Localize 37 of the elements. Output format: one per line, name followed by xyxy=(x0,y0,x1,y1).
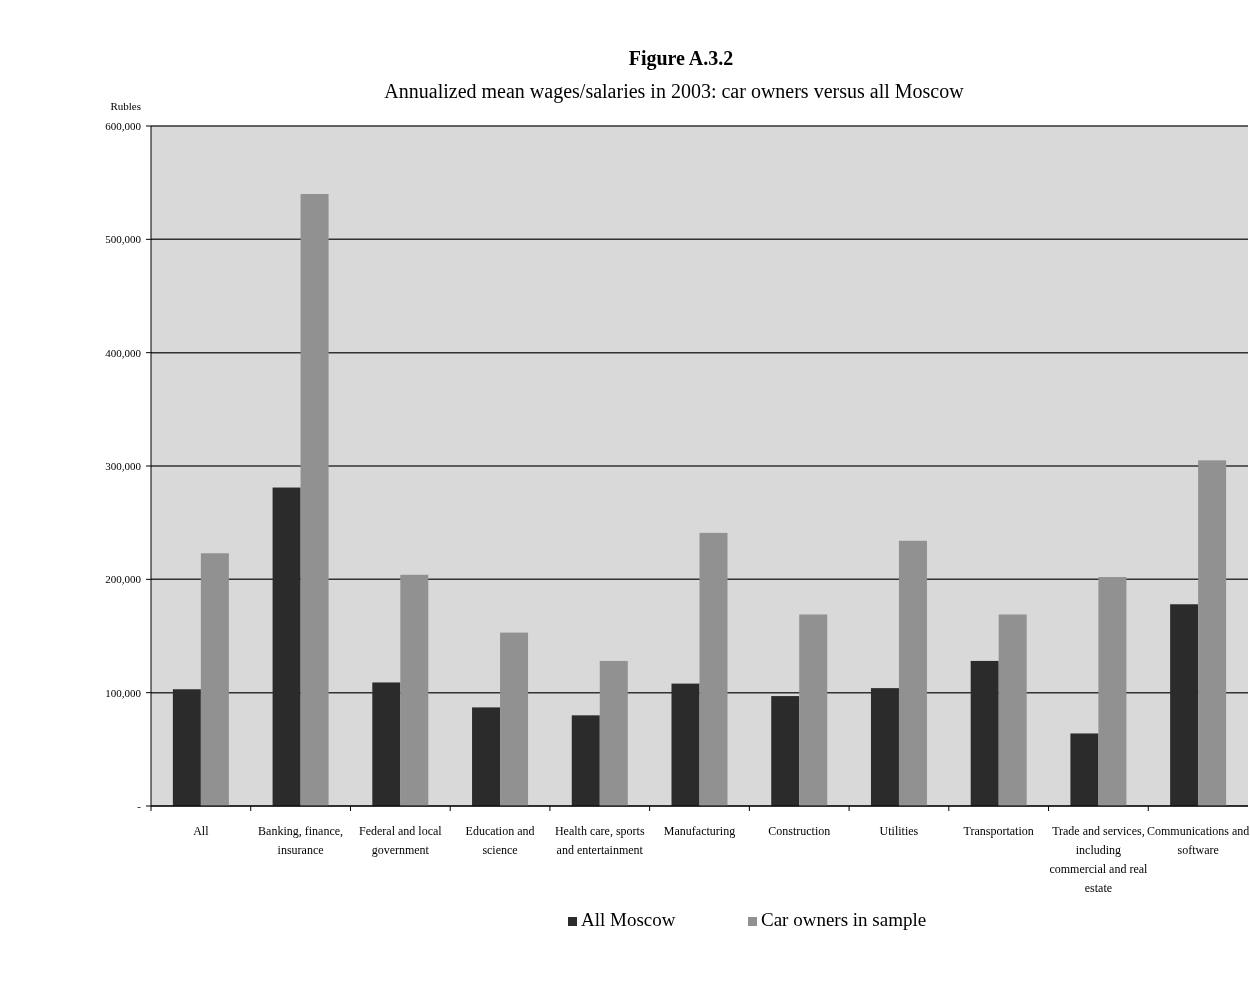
legend-label: Car owners in sample xyxy=(761,909,927,930)
bar xyxy=(898,540,927,806)
y-tick-label: 300,000 xyxy=(105,459,142,472)
x-tick-label: Utilities xyxy=(879,824,919,838)
bar xyxy=(400,574,429,806)
x-tick-label: Transportation xyxy=(963,824,1034,838)
bar xyxy=(300,194,329,806)
bar xyxy=(599,660,628,806)
y-tick-label: 400,000 xyxy=(105,346,142,359)
bar xyxy=(998,614,1027,806)
y-tick-label: 500,000 xyxy=(105,233,142,246)
x-tick-label: Communications and software xyxy=(1146,824,1250,857)
bar xyxy=(1098,577,1127,806)
x-tick-label: Construction xyxy=(768,824,831,838)
legend-label: All Moscow xyxy=(581,909,676,930)
chart-title: Figure A.3.2 xyxy=(628,47,734,70)
x-tick-label: Health care, sports and entertainment xyxy=(554,824,645,857)
x-tick-label: All xyxy=(193,824,210,838)
x-tick-label: Federal and local government xyxy=(359,824,443,857)
x-tick-label: Education and science xyxy=(465,824,535,857)
bar xyxy=(699,532,728,806)
y-axis-title: Rubles xyxy=(110,100,141,112)
bar xyxy=(200,553,229,806)
bar xyxy=(771,696,800,806)
y-tick-label: 100,000 xyxy=(105,686,142,699)
x-tick-label: Manufacturing xyxy=(663,824,736,838)
y-tick-label: - xyxy=(137,799,142,812)
y-tick-label: 600,000 xyxy=(105,119,142,132)
bar xyxy=(1198,460,1227,806)
bar xyxy=(571,715,600,806)
y-tick-label: 200,000 xyxy=(105,573,142,586)
bar xyxy=(472,707,501,806)
bar xyxy=(500,632,529,806)
x-tick-label: Banking, finance, insurance xyxy=(258,824,344,857)
bar xyxy=(1070,733,1099,806)
chart-subtitle: Annualized mean wages/salaries in 2003: car owners versus all Moscow xyxy=(384,80,965,103)
bar xyxy=(799,614,828,806)
